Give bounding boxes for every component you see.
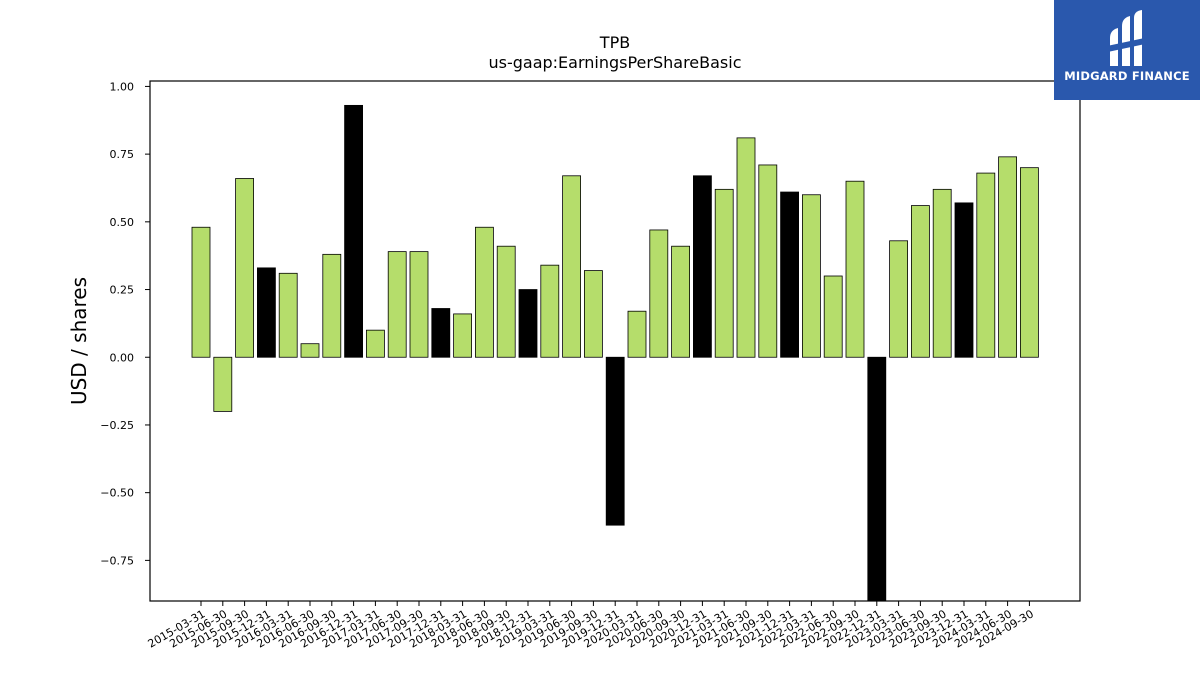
bar-2017-03-31: [365, 329, 385, 358]
y-tick-label: −0.50: [100, 487, 134, 500]
bar-2021-09-30: [758, 164, 778, 358]
bar-2018-03-31: [453, 313, 473, 358]
plot-frame: [149, 80, 1081, 602]
y-tick-label: 1.00: [110, 80, 135, 93]
bar-2023-06-30: [911, 205, 930, 358]
bar-2019-06-30: [562, 175, 581, 358]
bar-2019-12-31: [605, 356, 625, 526]
bar-2020-09-30: [671, 245, 690, 358]
chart-title: TPB: [599, 33, 630, 52]
bar-2015-12-31: [256, 267, 276, 358]
bar-2015-06-30: [213, 356, 233, 412]
y-tick-label: −0.25: [100, 419, 134, 432]
bar-2022-03-31: [802, 194, 821, 358]
midgard-logo-icon: [1105, 10, 1147, 66]
bar-2022-09-30: [845, 180, 865, 358]
bar-2024-03-31: [976, 172, 996, 358]
bar-2022-06-30: [823, 275, 843, 358]
bar-2023-09-30: [932, 188, 952, 358]
y-ticks-group: −0.75 −0.50 −0.25 0.00 0.25 0.50 0.75 1.00: [100, 80, 150, 567]
y-tick-label: −0.75: [100, 554, 134, 567]
bar-2015-03-31: [191, 226, 211, 358]
bar-2021-03-31: [714, 188, 734, 358]
bar-2016-09-30: [322, 253, 342, 358]
bars-group: [191, 104, 1039, 602]
brand-logo: MIDGARD FINANCE: [1054, 0, 1200, 100]
bar-2018-12-31: [518, 289, 538, 358]
bar-2016-12-31: [344, 104, 364, 358]
bar-2020-12-31: [693, 175, 712, 358]
bar-2021-12-31: [780, 191, 799, 358]
bar-2023-12-31: [954, 202, 974, 358]
bar-2024-06-30: [998, 156, 1017, 358]
bar-2015-09-30: [235, 178, 255, 358]
chart-subtitle: us-gaap:EarningsPerShareBasic: [488, 53, 741, 72]
bar-2022-12-31: [867, 356, 887, 602]
bar-2021-06-30: [736, 137, 756, 358]
bar-2020-03-31: [627, 310, 647, 358]
y-axis-label: USD / shares: [67, 277, 91, 405]
bar-2016-06-30: [300, 343, 320, 358]
y-tick-label: 0.75: [110, 148, 135, 161]
bar-2018-06-30: [474, 226, 494, 358]
bar-2017-09-30: [409, 251, 429, 358]
x-ticks-group: 2015-03-312015-06-302015-09-302015-12-31…: [146, 601, 1036, 651]
y-tick-label: 0.25: [110, 284, 135, 297]
y-tick-label: 0.00: [110, 351, 135, 364]
bar-2023-03-31: [889, 240, 908, 358]
bar-2024-09-30: [1020, 167, 1039, 358]
bar-2017-12-31: [431, 308, 451, 358]
bar-2017-06-30: [387, 251, 407, 358]
bar-2016-03-31: [278, 272, 298, 358]
bar-2019-09-30: [584, 270, 603, 358]
bar-2018-09-30: [496, 245, 516, 358]
bar-2020-06-30: [649, 229, 669, 358]
bar-2019-03-31: [540, 264, 560, 358]
brand-name: MIDGARD FINANCE: [1064, 69, 1190, 83]
y-tick-label: 0.50: [110, 216, 135, 229]
